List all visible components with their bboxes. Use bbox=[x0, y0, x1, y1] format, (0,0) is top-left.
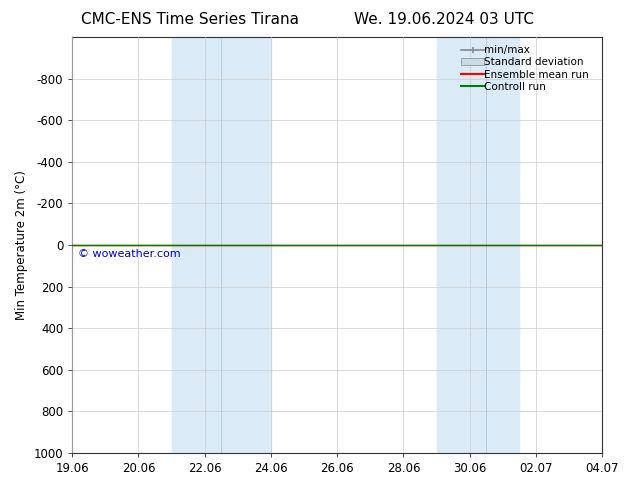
Legend: min/max, Standard deviation, Ensemble mean run, Controll run: min/max, Standard deviation, Ensemble me… bbox=[458, 42, 597, 95]
Text: © woweather.com: © woweather.com bbox=[77, 249, 180, 259]
Y-axis label: Min Temperature 2m (°C): Min Temperature 2m (°C) bbox=[15, 170, 28, 320]
Bar bbox=[437, 37, 519, 453]
Text: CMC-ENS Time Series Tirana: CMC-ENS Time Series Tirana bbox=[81, 12, 299, 27]
Text: We. 19.06.2024 03 UTC: We. 19.06.2024 03 UTC bbox=[354, 12, 534, 27]
Bar bbox=[172, 37, 271, 453]
